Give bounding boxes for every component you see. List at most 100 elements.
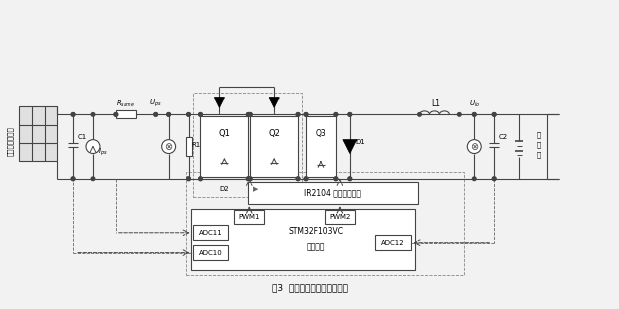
Circle shape <box>304 177 308 180</box>
Circle shape <box>114 112 118 116</box>
Bar <box>19 106 57 161</box>
Circle shape <box>297 177 300 180</box>
Circle shape <box>492 112 496 116</box>
Circle shape <box>297 112 300 116</box>
Bar <box>248 182 417 204</box>
Circle shape <box>297 112 300 116</box>
Text: 图3  太阳能充电系统原理框图: 图3 太阳能充电系统原理框图 <box>272 283 348 292</box>
Circle shape <box>492 177 496 180</box>
Circle shape <box>187 177 190 180</box>
Circle shape <box>248 112 252 116</box>
Circle shape <box>187 112 190 116</box>
Bar <box>201 116 248 177</box>
Circle shape <box>334 177 338 180</box>
Text: 太阳能光伏组件: 太阳能光伏组件 <box>7 127 14 156</box>
Circle shape <box>71 177 75 180</box>
Text: PWM1: PWM1 <box>238 214 260 220</box>
Circle shape <box>248 177 252 180</box>
Circle shape <box>91 177 95 180</box>
Bar <box>193 245 228 260</box>
Circle shape <box>297 177 300 180</box>
Circle shape <box>199 177 202 180</box>
Text: ▶: ▶ <box>253 186 258 192</box>
Text: 微处理器: 微处理器 <box>307 242 325 251</box>
Circle shape <box>348 177 352 180</box>
Circle shape <box>246 112 250 116</box>
Text: D1: D1 <box>355 139 365 145</box>
Bar <box>116 110 136 118</box>
Text: R1: R1 <box>191 142 200 148</box>
Circle shape <box>162 140 176 154</box>
Bar <box>193 93 302 197</box>
Circle shape <box>248 112 252 116</box>
Circle shape <box>248 177 252 180</box>
Circle shape <box>472 112 476 116</box>
Bar <box>235 210 264 224</box>
Circle shape <box>472 112 476 116</box>
Circle shape <box>348 112 352 116</box>
Bar <box>374 235 410 250</box>
Circle shape <box>167 112 170 116</box>
Text: C2: C2 <box>498 134 508 140</box>
Circle shape <box>71 112 75 116</box>
Text: 池: 池 <box>537 151 541 158</box>
Circle shape <box>467 140 481 154</box>
Circle shape <box>304 112 308 116</box>
Text: PWM2: PWM2 <box>329 214 350 220</box>
Text: 电: 电 <box>537 141 541 148</box>
Polygon shape <box>269 98 279 108</box>
Text: $R_{same}$: $R_{same}$ <box>116 98 136 108</box>
Text: Q3: Q3 <box>316 129 326 138</box>
Circle shape <box>154 112 157 116</box>
Text: L1: L1 <box>431 99 440 108</box>
Text: D2: D2 <box>220 186 229 192</box>
Circle shape <box>472 177 476 180</box>
Polygon shape <box>343 140 357 154</box>
Text: ⊗: ⊗ <box>470 142 478 152</box>
Text: Q1: Q1 <box>219 129 230 138</box>
Circle shape <box>71 112 75 116</box>
Bar <box>325 210 355 224</box>
Text: IR2104 半桥驱动电路: IR2104 半桥驱动电路 <box>305 188 361 197</box>
Circle shape <box>246 177 250 180</box>
Text: 蓄: 蓄 <box>537 131 541 138</box>
Circle shape <box>71 177 75 180</box>
Circle shape <box>334 177 338 180</box>
Circle shape <box>167 112 170 116</box>
Circle shape <box>114 112 118 116</box>
Circle shape <box>86 140 100 154</box>
Circle shape <box>418 112 422 116</box>
Circle shape <box>304 112 308 116</box>
Circle shape <box>457 112 461 116</box>
Circle shape <box>187 112 190 116</box>
Text: $I_{ps}$: $I_{ps}$ <box>98 147 108 158</box>
Bar <box>193 225 228 240</box>
Circle shape <box>199 112 202 116</box>
Text: $U_{lo}$: $U_{lo}$ <box>469 98 480 108</box>
Circle shape <box>492 177 496 180</box>
Circle shape <box>348 112 352 116</box>
Text: ADC11: ADC11 <box>199 230 222 236</box>
Circle shape <box>348 177 352 180</box>
Text: STM32F103VC: STM32F103VC <box>288 227 344 236</box>
Bar <box>191 209 415 270</box>
Bar <box>186 137 191 156</box>
Circle shape <box>334 112 338 116</box>
Bar <box>186 172 464 275</box>
Circle shape <box>246 177 250 180</box>
Circle shape <box>154 112 157 116</box>
Circle shape <box>199 177 202 180</box>
Circle shape <box>91 112 95 116</box>
Circle shape <box>187 177 190 180</box>
Circle shape <box>334 112 338 116</box>
Bar <box>250 116 298 177</box>
Circle shape <box>492 112 496 116</box>
Bar <box>306 116 336 177</box>
Text: Q2: Q2 <box>268 129 280 138</box>
Circle shape <box>246 112 250 116</box>
Text: C1: C1 <box>77 134 87 140</box>
Text: ⊗: ⊗ <box>165 142 173 152</box>
Polygon shape <box>214 98 224 108</box>
Text: ADC10: ADC10 <box>199 250 222 256</box>
Text: $U_{ps}$: $U_{ps}$ <box>149 98 162 109</box>
